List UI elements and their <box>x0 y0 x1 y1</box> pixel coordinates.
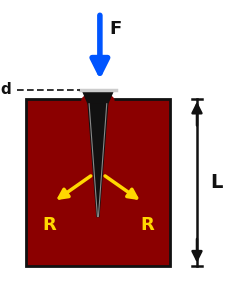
Polygon shape <box>88 104 108 217</box>
Ellipse shape <box>101 95 115 107</box>
Text: R: R <box>140 216 154 234</box>
Text: L: L <box>211 173 223 192</box>
Text: R: R <box>42 216 56 234</box>
Ellipse shape <box>81 95 95 107</box>
Polygon shape <box>82 90 114 104</box>
Text: d: d <box>1 83 12 98</box>
Bar <box>26 99 169 266</box>
Text: F: F <box>110 20 122 38</box>
